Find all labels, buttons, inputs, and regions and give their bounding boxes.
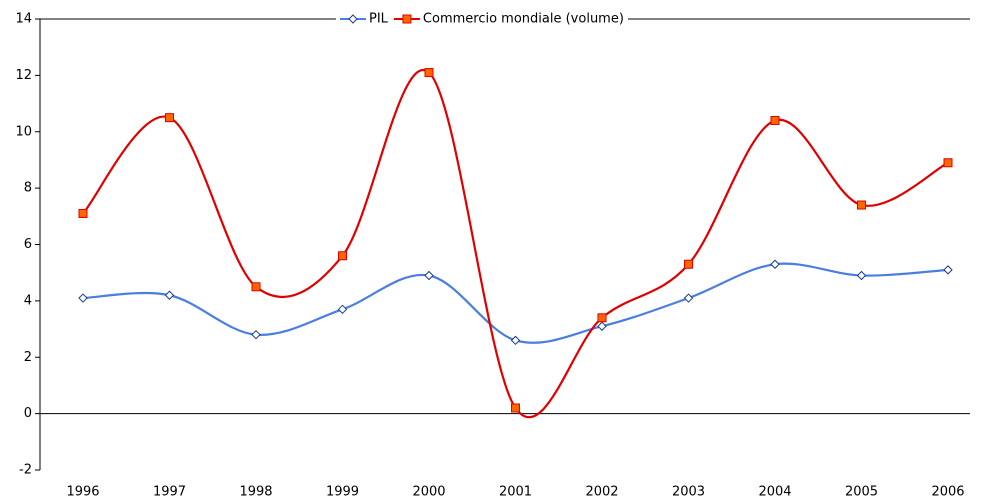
y-tick-label: 14	[15, 12, 32, 27]
point	[424, 270, 434, 281]
point	[424, 68, 434, 78]
x-tick-label: 2002	[585, 485, 618, 500]
point	[510, 335, 521, 346]
y-tick-label: 8	[24, 181, 32, 196]
point	[943, 158, 953, 168]
point	[338, 251, 347, 261]
legend-background	[336, 9, 628, 29]
series-line	[82, 262, 949, 344]
x-tick-label: 1996	[66, 485, 99, 500]
point	[684, 259, 693, 269]
point	[251, 282, 261, 292]
series-line	[82, 68, 949, 419]
point	[683, 293, 694, 303]
y-tick-label: 6	[24, 237, 32, 252]
legend-marker	[348, 14, 358, 24]
x-tick-label: 1997	[153, 485, 186, 500]
legend-label: Commercio mondiale (volume)	[423, 12, 624, 27]
legend-label: PIL	[369, 12, 389, 27]
point	[857, 200, 866, 210]
point	[597, 313, 607, 323]
x-tick-label: 2001	[499, 485, 532, 500]
legend-marker	[402, 14, 412, 24]
y-tick-label: 2	[24, 350, 32, 365]
point	[597, 321, 607, 331]
point	[770, 259, 780, 269]
x-tick-label: 2005	[845, 485, 878, 500]
y-tick-label: 0	[24, 406, 32, 421]
y-tick-label: 4	[24, 293, 32, 308]
x-tick-label: 2006	[931, 485, 964, 500]
legend: PIL Commercio mondiale (volume)	[336, 9, 628, 29]
point	[511, 403, 520, 413]
x-tick-label: 1999	[326, 485, 359, 500]
point	[78, 208, 88, 218]
point	[78, 293, 88, 303]
point	[165, 113, 174, 123]
y-tick-label: 10	[15, 124, 32, 139]
x-tick-label: 2004	[758, 485, 791, 500]
y-tick-label: -2	[19, 463, 32, 478]
point	[164, 290, 175, 300]
point	[337, 304, 348, 315]
y-tick-label: 12	[15, 68, 32, 83]
point	[251, 329, 261, 340]
point	[943, 265, 953, 275]
x-tick-label: 2003	[672, 485, 705, 500]
point	[770, 115, 780, 125]
x-tick-label: 2000	[412, 485, 445, 500]
x-tick-label: 1998	[239, 485, 272, 500]
point	[856, 270, 867, 281]
